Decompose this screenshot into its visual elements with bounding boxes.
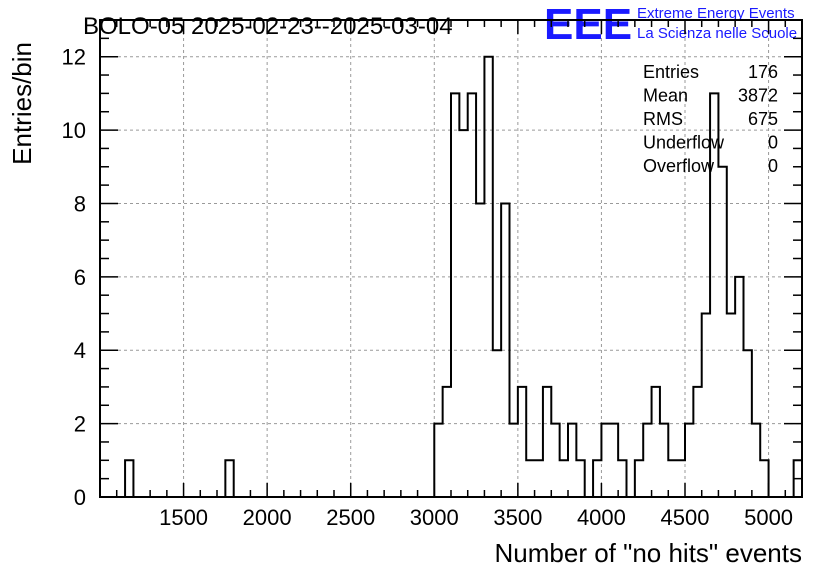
histogram-bin-38 (752, 424, 760, 497)
histogram-bin-19 (576, 460, 584, 497)
y-tick-labels: 0 2 4 6 8 10 12 (62, 45, 86, 510)
stats-label-entries: Entries (643, 62, 699, 82)
logo-line1: Extreme Energy Events (637, 5, 795, 22)
histogram-bin-36 (735, 277, 743, 497)
logo-line2: La Scienza nelle Scuole (637, 25, 797, 42)
y-tick-label-0: 0 (74, 485, 86, 510)
histogram-bin-5 (459, 130, 467, 497)
x-tick-label-1: 2000 (243, 505, 292, 530)
histogram-bin-14 (535, 460, 543, 497)
y-tick-label-5: 10 (62, 118, 86, 143)
stats-box: Entries 176 Mean 3872 RMS 675 Underflow 0 Overfl… (643, 62, 778, 176)
histogram-bin-34 (718, 167, 726, 497)
histogram-bin-3 (443, 387, 451, 497)
histogram-bin-26 (652, 387, 660, 497)
stats-value-entries: 176 (748, 62, 778, 82)
y-axis-label: Entries/bin (7, 42, 37, 165)
histogram-bin-22 (610, 424, 618, 497)
histogram-bin-12 (518, 387, 526, 497)
x-tick-label-3: 3000 (410, 505, 459, 530)
axis-ticks (99, 19, 803, 498)
histogram-bin-28 (668, 460, 676, 497)
stats-label-underflow: Underflow (643, 133, 725, 153)
histogram-bin-24 (635, 460, 643, 497)
x-tick-label-2: 2500 (326, 505, 375, 530)
eee-logo: EEE Extreme Energy Events La Scienza nel… (544, 0, 797, 49)
histogram-bin-33 (710, 93, 718, 497)
stats-value-mean: 3872 (738, 86, 778, 106)
histogram-bin-23 (618, 460, 626, 497)
histogram-bin-16 (551, 424, 559, 497)
histogram-bin-0 (125, 460, 133, 497)
histogram-bin-2 (434, 424, 442, 497)
y-tick-label-4: 8 (74, 191, 86, 216)
y-tick-label-3: 6 (74, 265, 86, 290)
histogram-outline (124, 55, 802, 497)
histogram-bin-1 (225, 460, 233, 497)
histogram-bin-25 (643, 424, 651, 497)
histogram-bin-17 (560, 460, 568, 497)
histogram-bin-6 (468, 93, 476, 497)
histogram-bin-4 (451, 93, 459, 497)
histogram-bin-39 (760, 460, 768, 497)
x-tick-label-7: 5000 (744, 505, 793, 530)
x-tick-label-6: 4500 (661, 505, 710, 530)
eee-logo-mark: EEE (544, 0, 632, 49)
stats-label-rms: RMS (643, 109, 683, 129)
histogram-bin-15 (543, 387, 551, 497)
histogram-bin-32 (702, 314, 710, 497)
x-tick-label-4: 3500 (493, 505, 542, 530)
y-tick-label-1: 2 (74, 412, 86, 437)
stats-value-rms: 675 (748, 109, 778, 129)
stats-label-mean: Mean (643, 86, 688, 106)
histogram-bin-27 (660, 424, 668, 497)
histogram-bin-21 (601, 424, 609, 497)
histogram-bin-35 (727, 314, 735, 497)
y-tick-label-2: 4 (74, 338, 86, 363)
histogram-bin-30 (685, 424, 693, 497)
histogram-bin-20 (593, 460, 601, 497)
histogram-bin-18 (568, 424, 576, 497)
histogram-bin-13 (526, 460, 534, 497)
x-tick-label-5: 4000 (577, 505, 626, 530)
stats-value-overflow: 0 (768, 156, 778, 176)
histogram-bin-29 (677, 460, 685, 497)
x-tick-label-0: 1500 (159, 505, 208, 530)
x-tick-labels: 1500 2000 2500 3000 3500 4000 4500 5000 (159, 505, 793, 530)
histogram-bin-31 (693, 387, 701, 497)
y-tick-label-6: 12 (62, 45, 86, 70)
x-axis-label: Number of "no hits" events (495, 538, 803, 568)
stats-label-overflow: Overflow (643, 156, 715, 176)
histogram-bin-11 (510, 424, 518, 497)
stats-value-underflow: 0 (768, 133, 778, 153)
